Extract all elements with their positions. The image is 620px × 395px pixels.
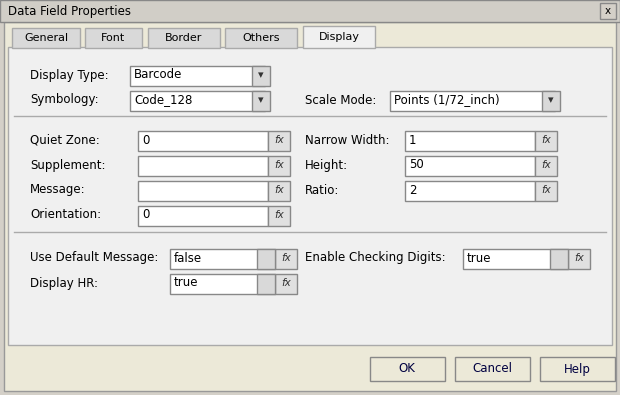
Text: Help: Help [564, 363, 590, 376]
FancyBboxPatch shape [455, 357, 530, 381]
FancyBboxPatch shape [268, 206, 290, 226]
FancyBboxPatch shape [4, 22, 616, 391]
Text: fx: fx [574, 253, 584, 263]
FancyBboxPatch shape [405, 156, 535, 176]
Text: fx: fx [541, 135, 551, 145]
Text: Cancel: Cancel [472, 363, 512, 376]
FancyBboxPatch shape [268, 181, 290, 201]
FancyBboxPatch shape [535, 156, 557, 176]
Text: Enable Checking Digits:: Enable Checking Digits: [305, 252, 446, 265]
FancyBboxPatch shape [252, 66, 270, 86]
Text: Border: Border [166, 33, 203, 43]
FancyBboxPatch shape [275, 249, 297, 269]
FancyBboxPatch shape [405, 181, 535, 201]
Text: true: true [467, 252, 492, 265]
Text: x: x [605, 6, 611, 16]
FancyBboxPatch shape [130, 66, 265, 86]
FancyBboxPatch shape [370, 357, 445, 381]
Text: true: true [174, 276, 198, 290]
FancyBboxPatch shape [268, 131, 290, 151]
FancyBboxPatch shape [535, 131, 557, 151]
Text: Barcode: Barcode [134, 68, 182, 81]
Text: fx: fx [281, 253, 291, 263]
Text: Font: Font [101, 33, 125, 43]
Text: Points (1/72_inch): Points (1/72_inch) [394, 94, 500, 107]
Text: ▾: ▾ [263, 253, 269, 263]
Text: fx: fx [541, 160, 551, 170]
Text: 1: 1 [409, 134, 417, 147]
Text: fx: fx [274, 135, 284, 145]
FancyBboxPatch shape [257, 274, 275, 294]
Text: ▾: ▾ [258, 95, 264, 105]
FancyBboxPatch shape [138, 206, 268, 226]
FancyBboxPatch shape [138, 156, 268, 176]
Text: false: false [174, 252, 202, 265]
FancyBboxPatch shape [148, 28, 220, 48]
Text: Others: Others [242, 33, 280, 43]
Text: fx: fx [274, 210, 284, 220]
Text: Quiet Zone:: Quiet Zone: [30, 134, 100, 147]
FancyBboxPatch shape [405, 131, 535, 151]
Text: fx: fx [541, 185, 551, 195]
FancyBboxPatch shape [600, 3, 616, 19]
Text: Ratio:: Ratio: [305, 184, 339, 196]
FancyBboxPatch shape [463, 249, 568, 269]
Text: Orientation:: Orientation: [30, 209, 101, 222]
Text: Height:: Height: [305, 158, 348, 171]
FancyBboxPatch shape [390, 91, 555, 111]
Text: Narrow Width:: Narrow Width: [305, 134, 389, 147]
FancyBboxPatch shape [8, 47, 612, 345]
Text: OK: OK [399, 363, 415, 376]
Text: Display HR:: Display HR: [30, 276, 98, 290]
FancyBboxPatch shape [542, 91, 560, 111]
FancyBboxPatch shape [275, 274, 297, 294]
FancyBboxPatch shape [170, 274, 275, 294]
FancyBboxPatch shape [252, 91, 270, 111]
Text: 2: 2 [409, 184, 417, 196]
FancyBboxPatch shape [0, 0, 620, 22]
Text: Use Default Message:: Use Default Message: [30, 252, 158, 265]
Text: Scale Mode:: Scale Mode: [305, 94, 376, 107]
FancyBboxPatch shape [257, 249, 275, 269]
FancyBboxPatch shape [130, 91, 265, 111]
Text: 0: 0 [142, 134, 149, 147]
FancyBboxPatch shape [303, 26, 375, 48]
Text: ▾: ▾ [263, 278, 269, 288]
FancyBboxPatch shape [138, 131, 268, 151]
Text: 0: 0 [142, 209, 149, 222]
FancyBboxPatch shape [85, 28, 142, 48]
FancyBboxPatch shape [540, 357, 615, 381]
Text: ▾: ▾ [258, 70, 264, 80]
Text: Message:: Message: [30, 184, 86, 196]
Text: Code_128: Code_128 [134, 94, 192, 107]
Text: Symbology:: Symbology: [30, 94, 99, 107]
Text: General: General [24, 33, 68, 43]
FancyBboxPatch shape [535, 181, 557, 201]
FancyBboxPatch shape [138, 181, 268, 201]
Text: Data Field Properties: Data Field Properties [8, 4, 131, 17]
FancyBboxPatch shape [170, 249, 275, 269]
Text: ▾: ▾ [556, 253, 562, 263]
FancyBboxPatch shape [12, 28, 80, 48]
Text: fx: fx [274, 185, 284, 195]
Text: Display: Display [319, 32, 360, 42]
Text: Display Type:: Display Type: [30, 68, 108, 81]
Text: fx: fx [281, 278, 291, 288]
Text: 50: 50 [409, 158, 423, 171]
FancyBboxPatch shape [550, 249, 568, 269]
FancyBboxPatch shape [568, 249, 590, 269]
Text: Supplement:: Supplement: [30, 158, 105, 171]
FancyBboxPatch shape [268, 156, 290, 176]
FancyBboxPatch shape [225, 28, 297, 48]
Text: fx: fx [274, 160, 284, 170]
Text: ▾: ▾ [548, 95, 554, 105]
